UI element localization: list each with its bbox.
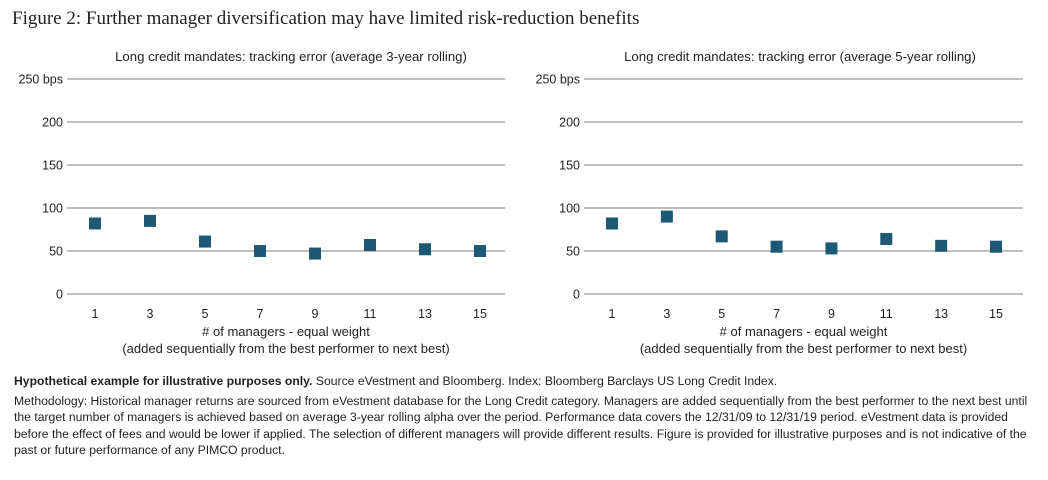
y-tick-label: 0 — [56, 288, 63, 302]
x-tick-label: 7 — [257, 307, 264, 321]
data-point — [199, 235, 211, 248]
data-point — [770, 240, 783, 253]
data-point — [474, 245, 486, 257]
x-tick-label: 3 — [147, 307, 154, 321]
x-tick-label: 9 — [312, 307, 319, 321]
source-line: Hypothetical example for illustrative pu… — [14, 373, 1034, 390]
x-tick-label: 7 — [773, 307, 780, 321]
y-tick-label: 250 bps — [19, 73, 63, 87]
source-text: Source eVestment and Bloomberg. Index: B… — [312, 374, 778, 388]
data-point — [825, 242, 838, 255]
figure-title: Figure 2: Further manager diversificatio… — [12, 8, 640, 29]
data-point — [660, 210, 673, 223]
x-tick-label: 5 — [718, 307, 725, 321]
x-tick-label: 1 — [609, 307, 616, 321]
data-point — [309, 247, 321, 260]
figure-notes: Hypothetical example for illustrative pu… — [14, 373, 1034, 459]
x-tick-label: 15 — [989, 307, 1003, 321]
x-axis-sublabel: (added sequentially from the best perfor… — [122, 341, 449, 356]
methodology-text: Methodology: Historical manager returns … — [14, 393, 1028, 458]
x-axis-sublabel: (added sequentially from the best perfor… — [640, 341, 967, 356]
x-axis-label: # of managers - equal weight — [720, 324, 888, 339]
y-tick-label: 0 — [573, 288, 580, 302]
x-tick-label: 9 — [828, 307, 835, 321]
y-tick-label: 100 — [42, 202, 63, 216]
y-tick-label: 150 — [559, 159, 580, 173]
x-tick-label: 13 — [418, 307, 432, 321]
x-tick-label: 11 — [880, 307, 893, 321]
y-tick-label: 50 — [566, 245, 580, 259]
y-tick-label: 150 — [42, 159, 63, 173]
data-point — [254, 245, 266, 257]
data-point — [144, 214, 156, 227]
y-tick-label: 200 — [42, 116, 63, 130]
data-point — [935, 239, 948, 252]
data-point — [364, 238, 376, 251]
chart-title: Long credit mandates: tracking error (av… — [115, 49, 467, 64]
data-point — [606, 217, 618, 230]
chart-title: Long credit mandates: tracking error (av… — [624, 49, 976, 64]
y-tick-label: 250 bps — [536, 73, 580, 87]
data-point — [419, 243, 431, 256]
x-tick-label: 5 — [202, 307, 209, 321]
x-tick-label: 13 — [934, 307, 948, 321]
x-tick-label: 15 — [473, 307, 487, 321]
data-point — [89, 217, 101, 230]
x-tick-label: 3 — [663, 307, 670, 321]
data-point — [715, 230, 728, 243]
y-tick-label: 100 — [559, 202, 580, 216]
data-point — [990, 240, 1002, 253]
disclaimer-text: Hypothetical example for illustrative pu… — [14, 374, 313, 388]
y-tick-label: 50 — [49, 245, 63, 259]
x-tick-label: 1 — [92, 307, 99, 321]
charts-canvas: Long credit mandates: tracking error (av… — [19, 49, 1023, 356]
x-tick-label: 11 — [364, 307, 377, 321]
y-tick-label: 200 — [559, 116, 580, 130]
data-point — [880, 232, 893, 245]
x-axis-label: # of managers - equal weight — [202, 324, 370, 339]
